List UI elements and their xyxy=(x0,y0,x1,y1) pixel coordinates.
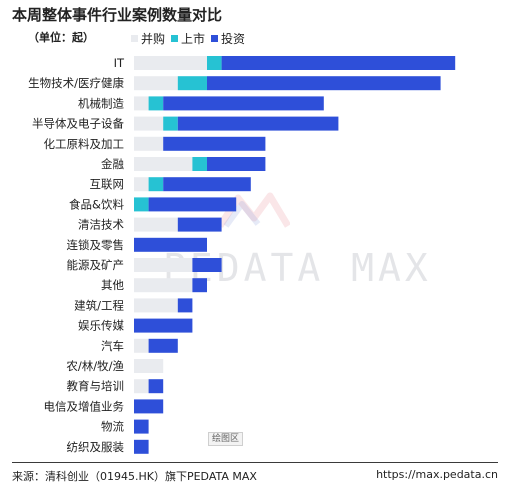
bar-segment-invest xyxy=(192,258,222,272)
bar-segment-ma xyxy=(134,359,164,373)
bar-segment-ma xyxy=(134,96,149,111)
bar-segment-ma xyxy=(134,217,178,232)
legend-item-ma: 并购 xyxy=(131,30,165,47)
bar-segment-invest xyxy=(177,298,193,313)
bar-segment-invest xyxy=(148,379,164,394)
category-label: 物流 xyxy=(101,420,124,434)
bar-segment-invest xyxy=(163,96,324,111)
category-label: 其他 xyxy=(101,278,124,292)
footer-divider xyxy=(12,462,498,463)
bar-segment-invest xyxy=(148,338,178,353)
category-label: 机械制造 xyxy=(78,96,124,110)
legend-label-ma: 并购 xyxy=(141,32,166,46)
legend-swatch-ipo xyxy=(171,35,179,42)
bar-segment-invest xyxy=(207,157,266,171)
bar-segment-ma xyxy=(134,56,207,70)
unit-label: （单位：起） xyxy=(28,31,94,44)
bar-segment-invest xyxy=(221,56,456,70)
category-label: 生物技术/医疗健康 xyxy=(28,76,124,90)
bar-segment-invest xyxy=(177,116,339,131)
bar-segment-invest xyxy=(134,237,207,252)
bar-segment-invest xyxy=(134,439,149,454)
category-label: 建筑/工程 xyxy=(74,298,124,312)
category-label: 纺织及服装 xyxy=(67,440,125,454)
bar-segment-invest xyxy=(134,419,149,434)
bar-segment-invest xyxy=(192,278,207,293)
bar-segment-ma xyxy=(134,338,149,353)
chart-legend: 并购 上市 投资 xyxy=(131,30,245,47)
category-label: 食品&饮料 xyxy=(69,197,124,211)
category-label: IT xyxy=(114,56,125,70)
bar-segment-ma xyxy=(134,379,149,394)
bar-segment-ipo xyxy=(177,76,207,91)
bar-segment-ma xyxy=(134,177,149,192)
plot-area-tag: 绘图区 xyxy=(208,432,244,446)
source-url: https://max.pedata.cn xyxy=(376,468,498,481)
legend-item-invest: 投资 xyxy=(211,30,245,47)
category-label: 半导体及电子设备 xyxy=(32,117,124,131)
category-label: 农/林/牧/渔 xyxy=(66,359,124,373)
bar-segment-ma xyxy=(134,298,178,313)
legend-label-ipo: 上市 xyxy=(181,32,206,46)
category-label: 清洁技术 xyxy=(78,218,124,232)
bar-segment-ma xyxy=(134,116,164,131)
source-text: 来源：清科创业（01945.HK）旗下PEDATA MAX xyxy=(12,470,257,483)
chart-title: 本周整体事件行业案例数量对比 xyxy=(12,6,223,24)
category-label: 连锁及零售 xyxy=(67,238,125,252)
category-label: 教育与培训 xyxy=(67,379,125,393)
bar-segment-ipo xyxy=(163,116,178,131)
legend-swatch-ma xyxy=(131,35,138,42)
bar-segment-ipo xyxy=(148,177,164,192)
bar-segment-ipo xyxy=(148,96,164,111)
bar-segment-ma xyxy=(134,76,178,91)
legend-swatch-invest xyxy=(211,35,219,42)
category-label: 化工原料及加工 xyxy=(44,137,125,151)
bar-segment-ipo xyxy=(207,56,222,70)
category-label: 能源及矿产 xyxy=(67,258,125,272)
bar-segment-ipo xyxy=(192,157,207,171)
legend-item-ipo: 上市 xyxy=(171,30,205,47)
bar-segment-invest xyxy=(207,76,441,91)
bar-segment-ma xyxy=(134,278,193,293)
category-label: 电信及增值业务 xyxy=(44,399,125,413)
category-label: 汽车 xyxy=(101,339,124,353)
legend-label-invest: 投资 xyxy=(221,32,246,46)
bar-segment-invest xyxy=(177,217,222,232)
bar-segment-ma xyxy=(134,157,193,171)
category-label: 娱乐传媒 xyxy=(78,319,124,333)
bar-segment-ma xyxy=(134,136,164,151)
category-label: 互联网 xyxy=(90,177,125,191)
bar-segment-ipo xyxy=(134,197,149,212)
category-label: 金融 xyxy=(101,157,124,171)
bar-segment-ma xyxy=(134,258,193,272)
bar-segment-invest xyxy=(163,177,251,192)
bar-segment-invest xyxy=(134,399,164,414)
bar-segment-invest xyxy=(134,318,193,333)
bar-segment-invest xyxy=(163,136,266,151)
bar-segment-invest xyxy=(148,197,237,212)
